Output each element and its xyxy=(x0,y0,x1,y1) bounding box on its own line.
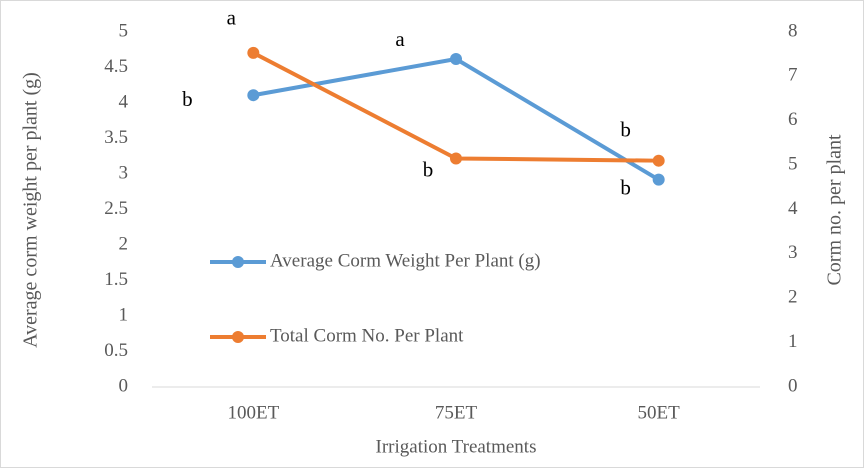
legend-label: Average Corm Weight Per Plant (g) xyxy=(270,250,541,271)
x-tick-label: 50ET xyxy=(638,402,681,423)
point-label: b xyxy=(423,157,434,181)
y-tick-label: 1.5 xyxy=(104,269,128,290)
legend-marker xyxy=(232,331,244,343)
y-tick-label: 5 xyxy=(119,20,129,41)
y2-axis-title: Corm no. per plant xyxy=(824,134,846,286)
legend-marker xyxy=(232,256,244,268)
point-label: a xyxy=(227,6,237,30)
point-label: a xyxy=(395,27,405,51)
y-tick-label: 2 xyxy=(119,233,129,254)
y-tick-label: 4 xyxy=(119,91,129,112)
series-marker xyxy=(450,52,462,65)
series-marker xyxy=(247,89,260,102)
x-tick-label: 75ET xyxy=(435,402,478,423)
y2-tick-label: 6 xyxy=(788,109,798,130)
point-label: b xyxy=(620,175,631,199)
y2-tick-label: 1 xyxy=(788,331,798,352)
y2-tick-label: 7 xyxy=(788,65,798,86)
series-marker xyxy=(450,152,462,165)
y2-tick-label: 8 xyxy=(788,20,798,41)
y2-tick-label: 2 xyxy=(788,287,798,308)
y-axis-title: Average corm weight per plant (g) xyxy=(20,72,42,348)
point-label: b xyxy=(182,87,193,111)
y-tick-label: 4.5 xyxy=(104,56,128,77)
y-tick-label: 0.5 xyxy=(104,340,128,361)
y-tick-label: 0 xyxy=(119,375,129,396)
series-marker xyxy=(652,154,665,167)
y-tick-label: 3.5 xyxy=(104,127,128,148)
point-label: b xyxy=(620,118,631,142)
series-marker xyxy=(652,173,665,186)
y-tick-label: 1 xyxy=(119,304,129,325)
y-tick-label: 3 xyxy=(119,162,129,183)
x-axis-title: Irrigation Treatments xyxy=(376,436,537,457)
y2-tick-label: 4 xyxy=(788,198,798,219)
legend-label: Total Corm No. Per Plant xyxy=(270,325,464,346)
y-tick-label: 2.5 xyxy=(104,198,128,219)
y2-tick-label: 0 xyxy=(788,375,798,396)
series-marker xyxy=(247,46,260,59)
y2-tick-label: 3 xyxy=(788,242,798,263)
x-tick-label: 100ET xyxy=(227,402,279,423)
y2-tick-label: 5 xyxy=(788,153,798,174)
